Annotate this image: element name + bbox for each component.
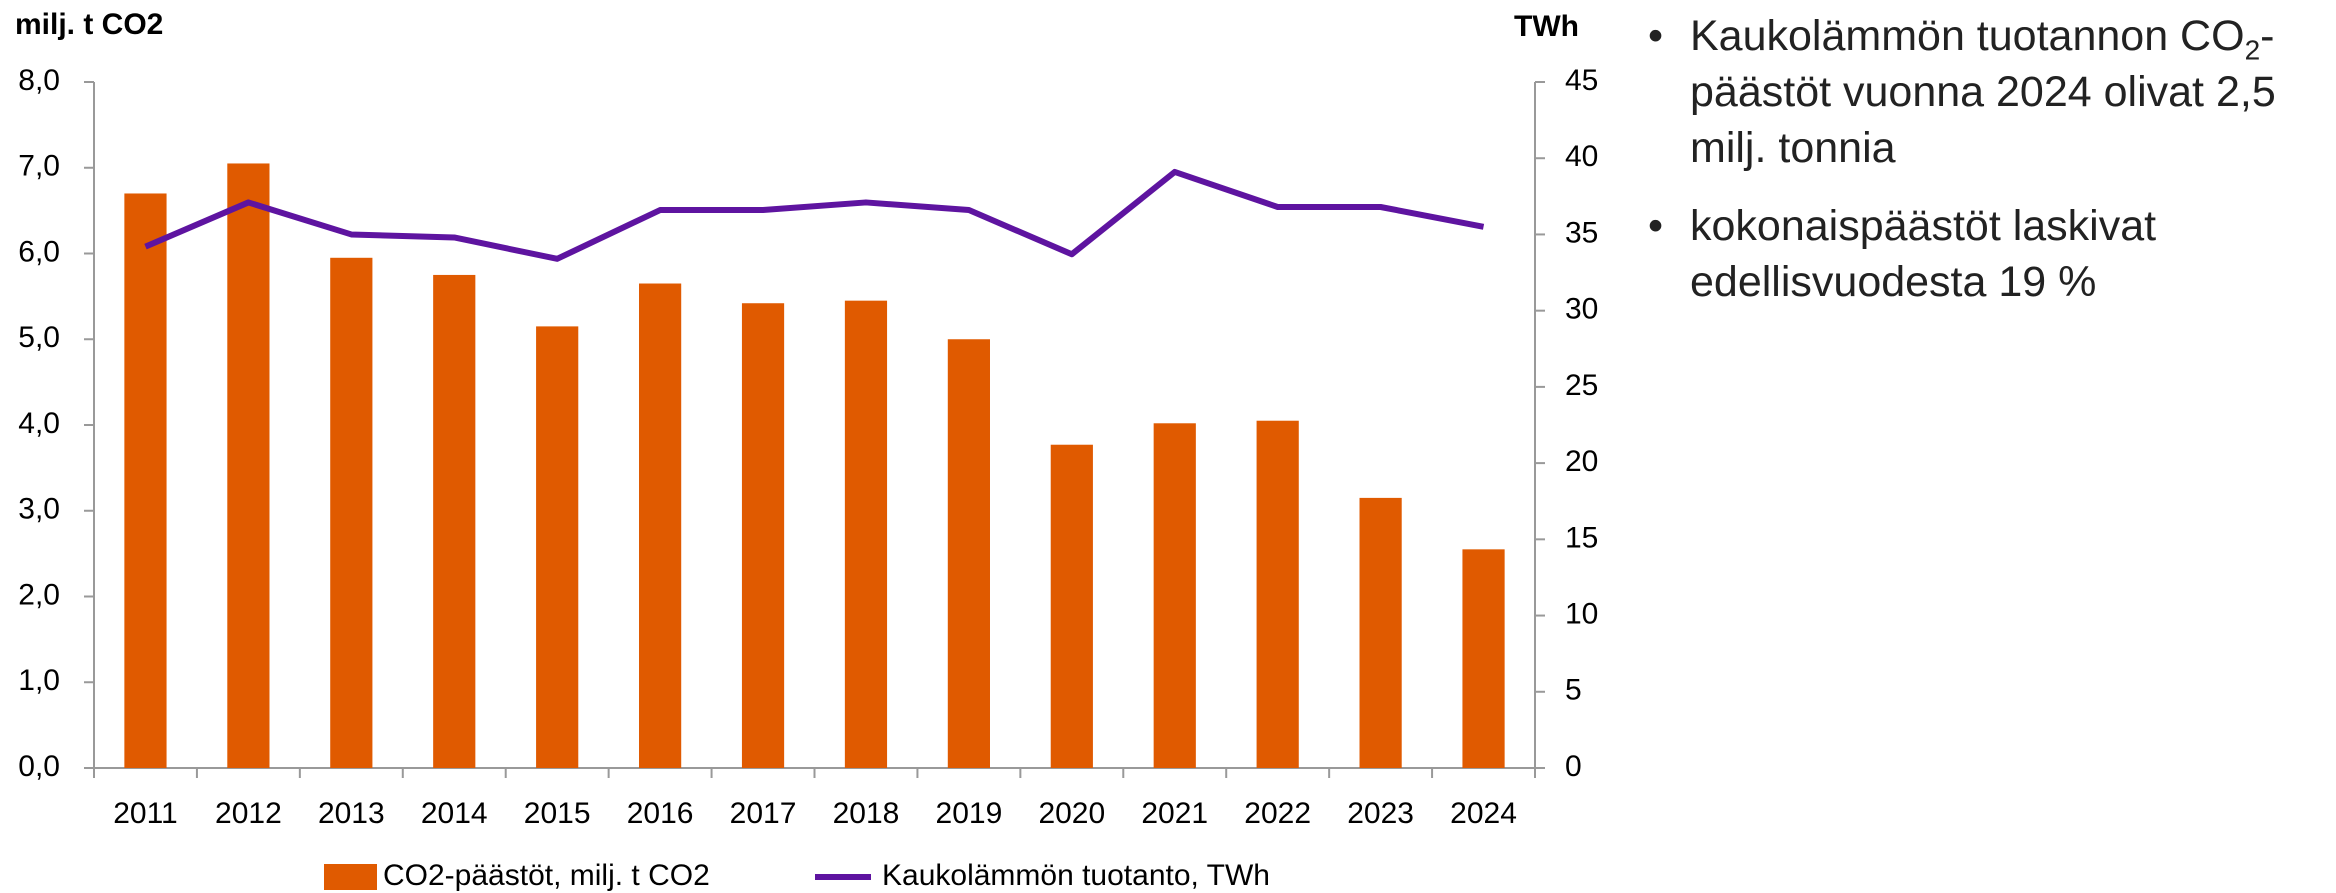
bar bbox=[639, 283, 682, 768]
bar bbox=[947, 339, 990, 768]
bar bbox=[1462, 549, 1505, 768]
y2-tick-label: 45 bbox=[1565, 64, 1598, 97]
x-tick-label: 2013 bbox=[318, 797, 385, 830]
bar bbox=[1256, 420, 1299, 768]
x-tick-label: 2017 bbox=[730, 797, 797, 830]
bar bbox=[124, 193, 167, 769]
y-tick-label: 3,0 bbox=[18, 493, 60, 526]
legend-label: CO2-päästöt, milj. t CO2 bbox=[383, 859, 710, 892]
y2-tick-label: 0 bbox=[1565, 750, 1582, 783]
y2-tick-label: 30 bbox=[1565, 293, 1598, 326]
x-tick-label: 2011 bbox=[113, 797, 178, 830]
y2-axis-title: TWh bbox=[1514, 10, 1579, 43]
y-tick-label: 5,0 bbox=[18, 321, 60, 354]
bar bbox=[330, 257, 373, 768]
bullet-text: Kaukolämmön tuotannon CO bbox=[1690, 12, 2245, 60]
y-tick-label: 6,0 bbox=[18, 235, 60, 268]
bar bbox=[227, 163, 270, 768]
y-tick-label: 0,0 bbox=[18, 750, 60, 783]
bullet: kokonaispäästöt laskivat edellisvuodesta… bbox=[1648, 198, 2308, 310]
x-tick-label: 2012 bbox=[215, 797, 282, 830]
x-tick-label: 2014 bbox=[421, 797, 488, 830]
y-tick-label: 1,0 bbox=[18, 664, 60, 697]
y2-tick-label: 20 bbox=[1565, 445, 1598, 478]
bullet-text: -päästöt vuonna 2024 olivat 2,5 milj. to… bbox=[1690, 12, 2276, 172]
line bbox=[144, 168, 1485, 262]
bar bbox=[1050, 444, 1093, 768]
x-tick-label: 2022 bbox=[1244, 797, 1311, 830]
chart: milj. t CO2 TWh 0,0 1,0 2,0 3,0 4,0 5,0 6,0 7,0… bbox=[15, 8, 1598, 892]
y2-tick-label: 5 bbox=[1565, 674, 1582, 707]
y-tick-label: 7,0 bbox=[18, 150, 60, 183]
x-tick-label: 2016 bbox=[627, 797, 694, 830]
bar bbox=[1359, 497, 1402, 768]
x-tick-label: 2021 bbox=[1141, 797, 1208, 830]
notes: Kaukolämmön tuotannon CO2-päästöt vuonna… bbox=[1648, 8, 2308, 332]
y2-tick-label: 35 bbox=[1565, 216, 1598, 249]
x-tick-label: 2024 bbox=[1450, 797, 1517, 830]
legend-label: Kaukolämmön tuotanto, TWh bbox=[882, 859, 1270, 892]
y-tick-label: 2,0 bbox=[18, 578, 60, 611]
subscript: 2 bbox=[2244, 34, 2261, 66]
x-tick-label: 2019 bbox=[936, 797, 1003, 830]
legend-swatch bbox=[324, 864, 377, 890]
y-tick-label: 4,0 bbox=[18, 407, 60, 440]
bar bbox=[741, 303, 785, 768]
x-tick-label: 2020 bbox=[1038, 797, 1105, 830]
bar bbox=[844, 300, 888, 768]
y-axis-title: milj. t CO2 bbox=[15, 8, 163, 41]
y2-tick-label: 10 bbox=[1565, 597, 1598, 630]
y2-tick-label: 40 bbox=[1565, 140, 1598, 173]
y2-tick-label: 25 bbox=[1565, 369, 1598, 402]
bar bbox=[536, 326, 579, 768]
bar bbox=[1153, 423, 1196, 768]
x-tick-label: 2023 bbox=[1347, 797, 1414, 830]
bullet-text: kokonaispäästöt laskivat edellisvuodesta… bbox=[1690, 202, 2157, 306]
bullet: Kaukolämmön tuotannon CO2-päästöt vuonna… bbox=[1648, 8, 2308, 176]
x-tick-label: 2015 bbox=[524, 797, 591, 830]
y2-tick-label: 15 bbox=[1565, 521, 1598, 554]
bar bbox=[433, 274, 476, 768]
x-tick-label: 2018 bbox=[833, 797, 900, 830]
y-tick-label: 8,0 bbox=[18, 64, 60, 97]
